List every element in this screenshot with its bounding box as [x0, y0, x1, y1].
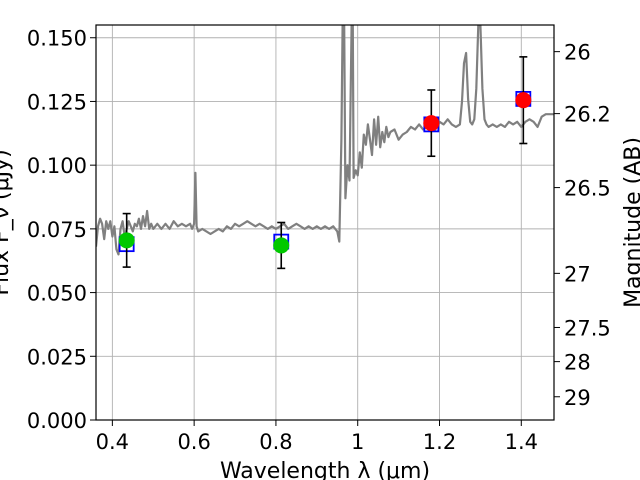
spectrum-line: [96, 25, 554, 256]
x-tick-label: 1.4: [505, 430, 538, 454]
observed-point: [423, 115, 440, 132]
y-tick-label: 0.150: [27, 27, 87, 51]
y2-tick-label: 28: [564, 351, 591, 375]
plot-frame: [95, 24, 555, 421]
y2-tick-label: 26.2: [564, 103, 611, 127]
x-axis-label: Wavelength λ (μm): [220, 459, 430, 480]
y2-tick-label: 26: [564, 41, 591, 65]
y-axis-label: Flux F_ν (μJy): [0, 149, 14, 295]
x-tick-label: 0.8: [259, 430, 292, 454]
y2-tick-label: 29: [564, 386, 591, 410]
y2-tick-label: 27: [564, 262, 591, 286]
plot-area: [96, 25, 554, 270]
y-tick-label: 0.025: [27, 345, 87, 369]
x-tick-label: 1.2: [423, 430, 456, 454]
y-tick-label: 0.100: [27, 154, 87, 178]
y-tick-label: 0.050: [27, 282, 87, 306]
observed-point: [118, 232, 135, 249]
axis-ticks: 0.4 0.6 0.8 1 1.2 1.4 0.000 0.025 0.050 0.075 0.10…: [27, 27, 611, 454]
y2-tick-label: 26.5: [564, 177, 611, 201]
y-tick-label: 0.075: [27, 218, 87, 242]
y2-axis-label: Magnitude (AB): [621, 137, 640, 308]
observed-point: [273, 237, 290, 254]
grid: [96, 25, 554, 421]
observed-point: [515, 92, 532, 109]
x-tick-label: 0.4: [96, 430, 129, 454]
y2-tick-label: 27.5: [564, 316, 611, 340]
y-tick-label: 0.125: [27, 90, 87, 114]
x-tick-label: 1: [351, 430, 364, 454]
y-tick-label: 0.000: [27, 409, 87, 433]
x-tick-label: 0.6: [177, 430, 210, 454]
